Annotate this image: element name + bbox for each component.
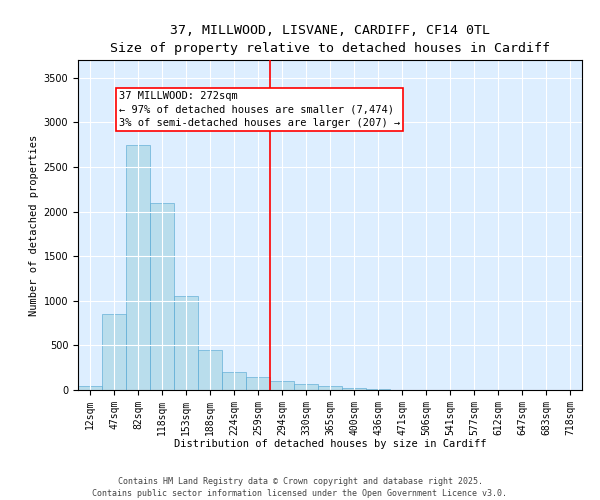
Bar: [150, 202, 174, 390]
Bar: [174, 296, 198, 390]
Bar: [318, 386, 342, 390]
Text: Contains HM Land Registry data © Crown copyright and database right 2025.
Contai: Contains HM Land Registry data © Crown c…: [92, 476, 508, 498]
Bar: [246, 376, 270, 390]
Y-axis label: Number of detached properties: Number of detached properties: [29, 134, 40, 316]
Bar: [270, 381, 294, 390]
Bar: [198, 350, 222, 390]
Bar: [126, 144, 150, 390]
Bar: [78, 386, 102, 390]
Text: 37 MILLWOOD: 272sqm
← 97% of detached houses are smaller (7,474)
3% of semi-deta: 37 MILLWOOD: 272sqm ← 97% of detached ho…: [119, 91, 400, 128]
Title: 37, MILLWOOD, LISVANE, CARDIFF, CF14 0TL
Size of property relative to detached h: 37, MILLWOOD, LISVANE, CARDIFF, CF14 0TL…: [110, 24, 550, 54]
Bar: [366, 389, 390, 390]
Bar: [342, 388, 366, 390]
Bar: [222, 372, 246, 390]
X-axis label: Distribution of detached houses by size in Cardiff: Distribution of detached houses by size …: [174, 439, 486, 449]
Bar: [102, 314, 126, 390]
Bar: [294, 384, 318, 390]
